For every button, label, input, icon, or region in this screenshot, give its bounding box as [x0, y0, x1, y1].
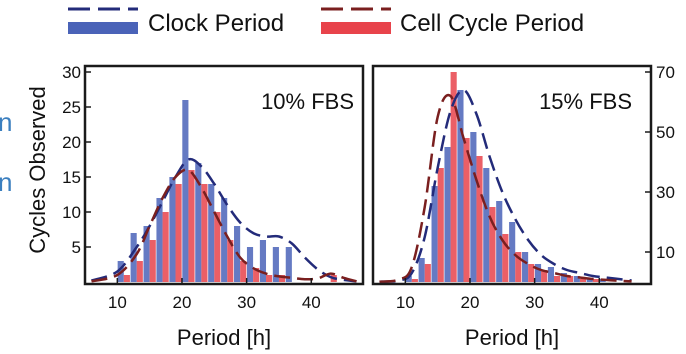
bar-cell-cycle-21h — [188, 170, 195, 282]
legend-clock-label: Clock Period — [148, 10, 284, 37]
x-tick-label-30: 30 — [525, 293, 544, 312]
bar-clock-31h — [534, 264, 542, 282]
bar-clock-19h — [169, 177, 176, 282]
y-tick-label-70: 70 — [656, 63, 675, 82]
bar-cell-cycle-15h — [437, 168, 444, 282]
bar-clock-17h — [444, 147, 451, 282]
bar-clock-11h — [405, 276, 412, 282]
bar-cell-cycle-13h — [136, 261, 143, 282]
legend-item-clock: Clock Period — [68, 7, 284, 37]
bar-clock-25h — [496, 201, 503, 282]
bar-cell-cycle-19h — [463, 138, 470, 282]
legend-clock-bar-swatch — [68, 22, 138, 34]
legend-cell-label: Cell Cycle Period — [400, 10, 584, 37]
panel-10-fbs-bars — [117, 100, 337, 282]
bar-cell-cycle-11h — [123, 275, 130, 282]
bar-cell-cycle-25h — [502, 234, 509, 282]
bar-cell-cycle-25h — [214, 212, 221, 282]
bar-cell-cycle-37h — [579, 279, 587, 282]
bar-cell-cycle-17h — [162, 212, 169, 282]
bar-clock-27h — [509, 222, 516, 282]
x-tick-label-10: 10 — [108, 293, 127, 312]
bar-cell-cycle-33h — [554, 276, 561, 282]
bar-clock-37h — [573, 276, 580, 282]
bar-clock-25h — [208, 184, 215, 282]
panel-10-fbs-frame — [83, 64, 365, 286]
bar-cell-cycle-31h — [541, 270, 548, 282]
legend-cell-bar-swatch — [321, 22, 391, 34]
panel-15-fbs-curves — [379, 88, 632, 283]
y-tick-label-15: 15 — [62, 168, 81, 187]
bar-clock-27h — [221, 198, 228, 282]
bar-cell-cycle-15h — [149, 240, 156, 282]
y-tick-label-50: 50 — [656, 123, 675, 142]
bar-cell-cycle-23h — [489, 207, 496, 282]
bar-clock-13h — [418, 258, 425, 282]
bar-clock-35h — [560, 273, 567, 282]
bar-cell-cycle-33h — [266, 275, 273, 282]
bar-clock-21h — [470, 132, 477, 282]
edge-glyph-2: n — [0, 167, 12, 197]
y-tick-label-20: 20 — [62, 133, 81, 152]
bar-cell-cycle-21h — [476, 156, 483, 282]
bar-cell-cycle-35h — [278, 275, 286, 282]
panel-15-fbs-label: 15% FBS — [539, 89, 632, 114]
edge-glyph-1: n — [0, 107, 12, 137]
x-tick-label-40: 40 — [590, 293, 609, 312]
bar-clock-31h — [246, 247, 254, 282]
y-tick-label-5: 5 — [72, 238, 81, 257]
panel-10-fbs-xlabel: Period [h] — [177, 325, 271, 350]
x-tick-label-20: 20 — [173, 293, 192, 312]
bar-cell-cycle-17h — [450, 72, 457, 282]
bar-cell-cycle-11h — [411, 279, 418, 282]
bar-clock-39h — [586, 279, 593, 282]
bar-clock-15h — [143, 226, 150, 282]
panel-15-fbs: 10 20 30 40 10 30 50 70 15% FBS Period [h] — [371, 63, 675, 350]
bar-cell-cycle-35h — [566, 276, 574, 282]
bar-cell-cycle-13h — [424, 264, 431, 282]
bar-cell-cycle-29h — [528, 264, 535, 282]
x-tick-label-10: 10 — [396, 293, 415, 312]
y-tick-label-10: 10 — [656, 243, 675, 262]
y-tick-label-25: 25 — [62, 98, 81, 117]
bar-cell-cycle-23h — [201, 184, 208, 282]
bar-cell-cycle-27h — [515, 252, 522, 282]
bar-clock-19h — [457, 90, 464, 282]
bar-clock-33h — [547, 267, 555, 282]
bar-clock-29h — [522, 252, 529, 282]
fit-curve-cell-cycle — [379, 93, 632, 283]
x-tick-label-40: 40 — [302, 293, 321, 312]
panel-10-fbs-curves — [91, 157, 357, 283]
fit-curve-clock — [91, 157, 357, 283]
bar-cell-cycle-29h — [240, 261, 247, 282]
bar-clock-21h — [182, 100, 189, 282]
bar-cell-cycle-27h — [227, 240, 234, 282]
y-tick-label-10: 10 — [62, 203, 81, 222]
y-tick-label-30: 30 — [656, 183, 675, 202]
bar-cell-cycle-31h — [253, 268, 260, 282]
bar-clock-15h — [431, 186, 438, 282]
bar-clock-33h — [259, 240, 267, 282]
panel-15-fbs-frame — [371, 64, 653, 286]
panel-10-fbs: 10 20 30 40 5 10 15 20 25 30 10% FBS Period [h] — [62, 63, 365, 350]
panel-15-fbs-xlabel: Period [h] — [465, 325, 559, 350]
bar-clock-17h — [156, 198, 163, 282]
bar-cell-cycle-39h — [592, 279, 599, 282]
x-tick-label-30: 30 — [237, 293, 256, 312]
panel-10-fbs-label: 10% FBS — [261, 89, 354, 114]
bar-cell-cycle-19h — [175, 184, 182, 282]
bar-clock-23h — [483, 168, 490, 282]
bar-clock-37h — [285, 247, 292, 282]
fit-curve-clock — [379, 88, 632, 283]
y-axis-title: Cycles Observed — [25, 86, 50, 254]
panel-15-fbs-ticks: 10 20 30 40 10 30 50 70 — [396, 63, 675, 312]
bar-clock-23h — [195, 163, 202, 282]
y-tick-label-30: 30 — [62, 63, 81, 82]
legend: Clock Period Cell Cycle Period — [68, 7, 584, 37]
legend-item-cell-cycle: Cell Cycle Period — [321, 7, 584, 37]
bar-clock-35h — [272, 247, 279, 282]
x-tick-label-20: 20 — [461, 293, 480, 312]
